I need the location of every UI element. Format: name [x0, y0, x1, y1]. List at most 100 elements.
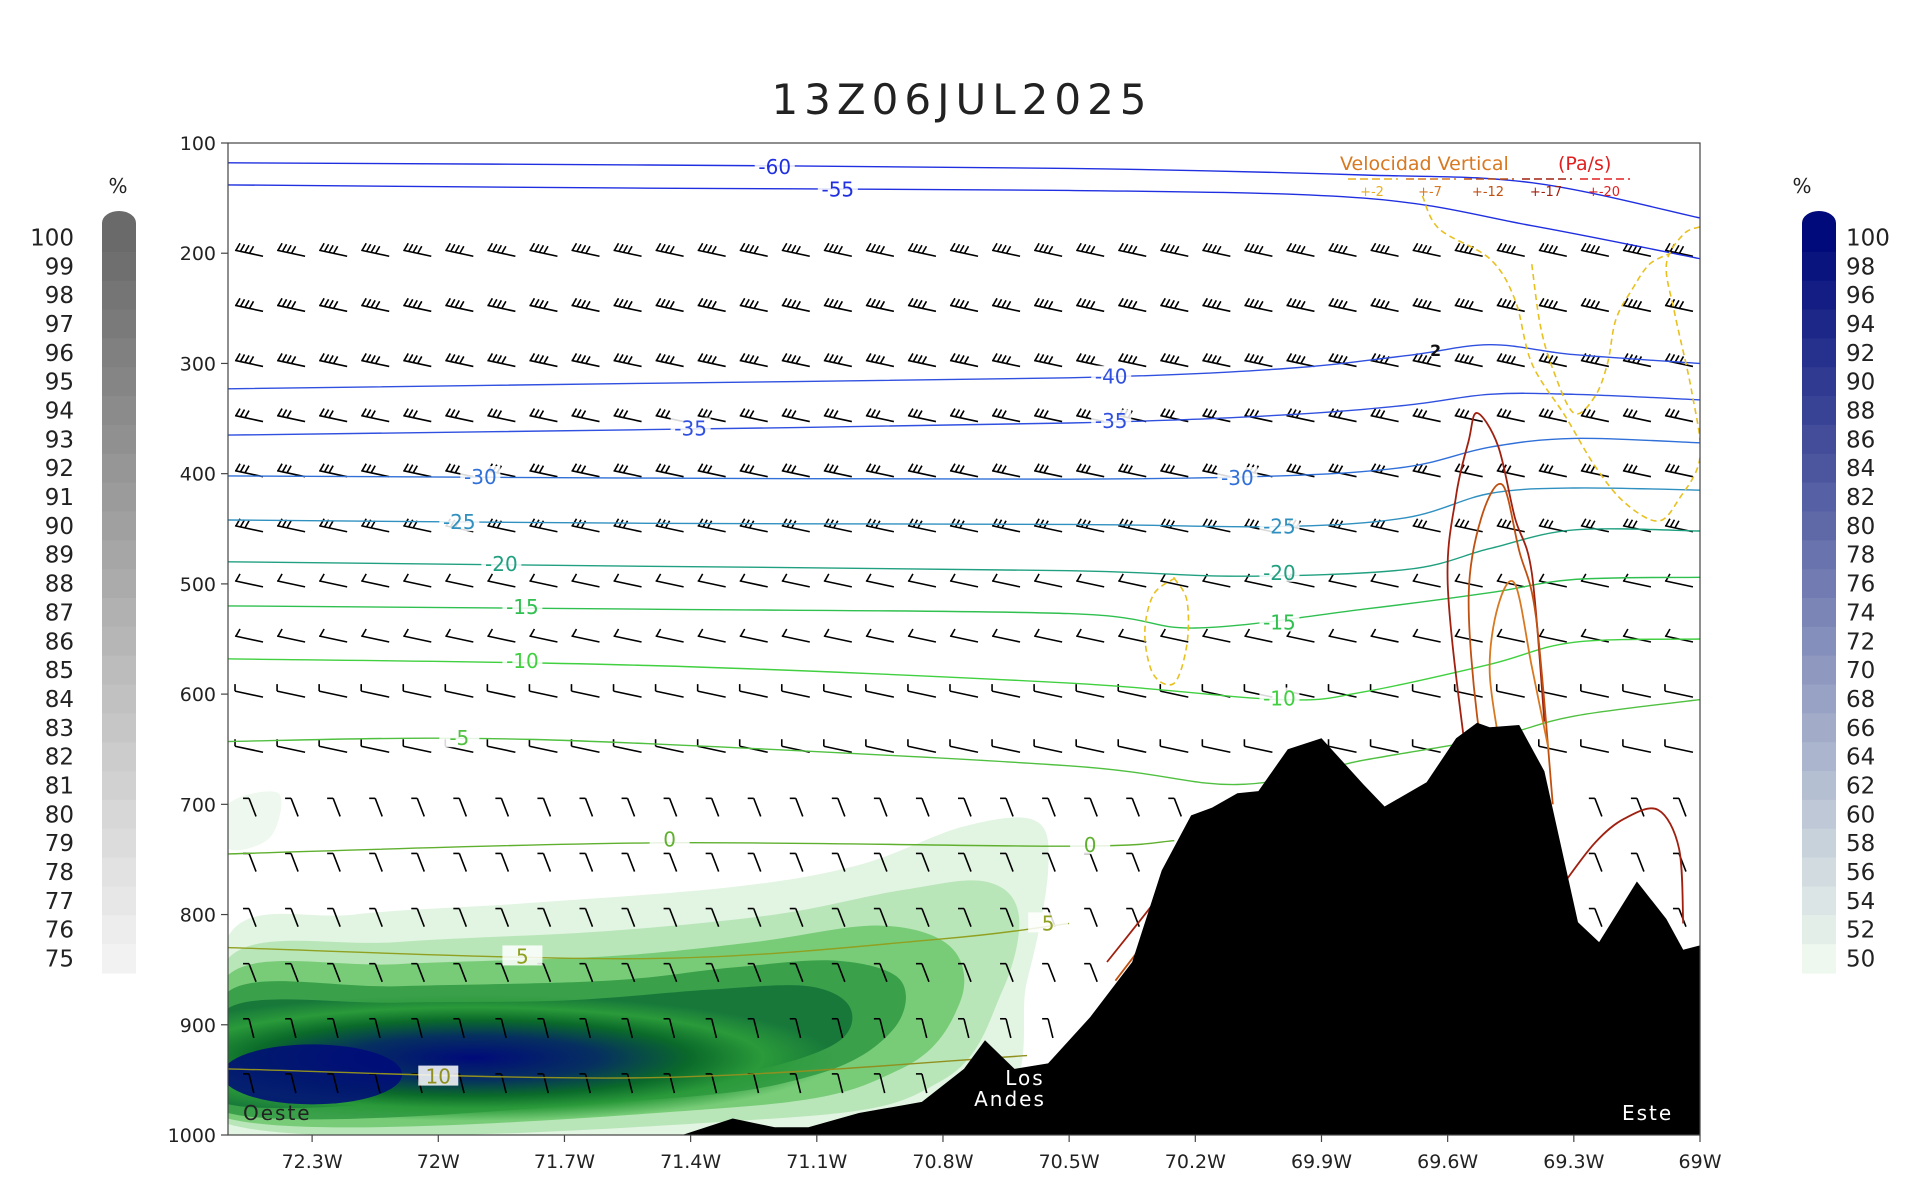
wind-barb	[873, 797, 888, 817]
wind-barb	[696, 739, 726, 754]
wind-barb	[1042, 797, 1056, 817]
wind-barb	[747, 962, 762, 983]
wind-barb	[1664, 684, 1694, 698]
isotherm-line	[228, 392, 1700, 436]
wind-barb	[865, 463, 895, 478]
wind-barb	[361, 573, 390, 588]
wind-barb	[1076, 297, 1105, 313]
wind-barb	[1370, 408, 1399, 423]
wind-barb	[276, 463, 306, 478]
colorbar-swatch	[1802, 626, 1836, 657]
wind-barb	[823, 353, 852, 368]
wind-barb	[318, 353, 348, 368]
wind-barb	[327, 907, 341, 927]
ascent-contour	[1421, 195, 1700, 522]
wind-barb	[529, 463, 558, 478]
vv-legend-label: +-12	[1472, 185, 1504, 200]
wind-barb	[361, 297, 390, 313]
wind-barb	[865, 242, 895, 258]
wind-barb	[1076, 353, 1105, 368]
wind-barb	[579, 852, 594, 872]
isotherm-line	[228, 922, 1070, 960]
wind-barb	[369, 962, 383, 983]
wind-barb	[411, 907, 426, 927]
wind-barb	[705, 1073, 718, 1094]
wind-barb	[1622, 463, 1652, 478]
wind-barb	[1622, 242, 1652, 258]
wind-barb	[318, 739, 348, 754]
wind-barb	[570, 684, 600, 698]
colorbar-label: 87	[45, 600, 74, 626]
wind-barb	[613, 408, 642, 423]
colorbar-label: 82	[1846, 485, 1875, 511]
wind-barb	[1538, 739, 1567, 754]
colorbar-swatch	[102, 569, 136, 599]
wind-barb	[907, 684, 937, 698]
colorbar-swatch	[1802, 713, 1836, 743]
wind-barb	[529, 297, 558, 313]
descent-contour	[1560, 807, 1685, 924]
isotherm-line	[228, 343, 1700, 390]
wind-barb	[663, 962, 678, 983]
wind-barb	[1370, 573, 1399, 588]
wind-barb	[360, 739, 390, 754]
colorbar-swatch	[102, 771, 136, 801]
wind-barb	[276, 684, 306, 698]
colorbar-swatch	[1802, 280, 1836, 311]
wind-barb	[1664, 353, 1694, 368]
wind-barb	[915, 907, 930, 927]
wind-barb	[361, 628, 390, 643]
chart-title: 13Z06JUL2025	[771, 75, 1152, 124]
wind-barb	[696, 684, 726, 698]
wind-barb	[1084, 962, 1098, 983]
wind-barb	[739, 297, 768, 313]
x-tick-label: 70.8W	[912, 1151, 973, 1173]
wind-barb	[655, 353, 684, 368]
wind-barb	[705, 907, 720, 927]
wind-barb	[529, 573, 558, 588]
wind-barb	[1496, 353, 1525, 368]
colorbar-swatch	[102, 251, 136, 282]
wind-barb	[739, 518, 768, 533]
wind-barb	[571, 628, 600, 643]
wind-barb	[1126, 852, 1140, 872]
wind-barb	[613, 242, 642, 258]
wind-barb	[915, 1073, 928, 1094]
isotherm-label: -10	[1263, 687, 1296, 711]
wind-barb	[1076, 573, 1105, 588]
x-tick-label: 71.1W	[786, 1151, 847, 1173]
colorbar-cap	[1802, 211, 1836, 235]
wind-barb	[1286, 297, 1315, 313]
colorbar-swatch	[102, 886, 136, 916]
colorbar-swatch	[1802, 569, 1836, 599]
vv-legend-label: +-20	[1588, 185, 1620, 200]
wind-barb	[453, 1017, 465, 1039]
wind-barb	[1042, 1017, 1054, 1039]
y-tick-label: 400	[180, 464, 216, 486]
colorbar-label: 100	[30, 225, 74, 251]
wind-barb	[789, 907, 804, 927]
colorbar-swatch	[102, 713, 136, 743]
wind-barb	[1159, 739, 1189, 754]
wind-barb	[528, 739, 558, 754]
wind-barb	[1202, 353, 1231, 368]
wind-barb	[1033, 242, 1063, 258]
wind-barb	[958, 1017, 970, 1039]
wind-barb	[697, 242, 726, 258]
wind-barb	[1411, 684, 1441, 698]
isotherm-line	[228, 184, 1700, 260]
wind-barb	[823, 628, 852, 643]
wind-barb	[1580, 463, 1610, 478]
wind-barb	[949, 463, 979, 478]
wind-barb	[327, 962, 341, 983]
colorbar-label: 96	[45, 341, 74, 367]
isotherm-line	[228, 528, 1700, 577]
colorbar-label: 62	[1846, 774, 1875, 800]
wind-barb	[360, 684, 390, 698]
colorbar-swatch	[102, 280, 136, 311]
wind-barb	[949, 408, 979, 423]
y-tick-label: 100	[180, 133, 216, 155]
wind-barb	[865, 408, 895, 423]
wind-barb	[1117, 739, 1147, 754]
cloud-colorbar-unit: %	[108, 174, 127, 198]
